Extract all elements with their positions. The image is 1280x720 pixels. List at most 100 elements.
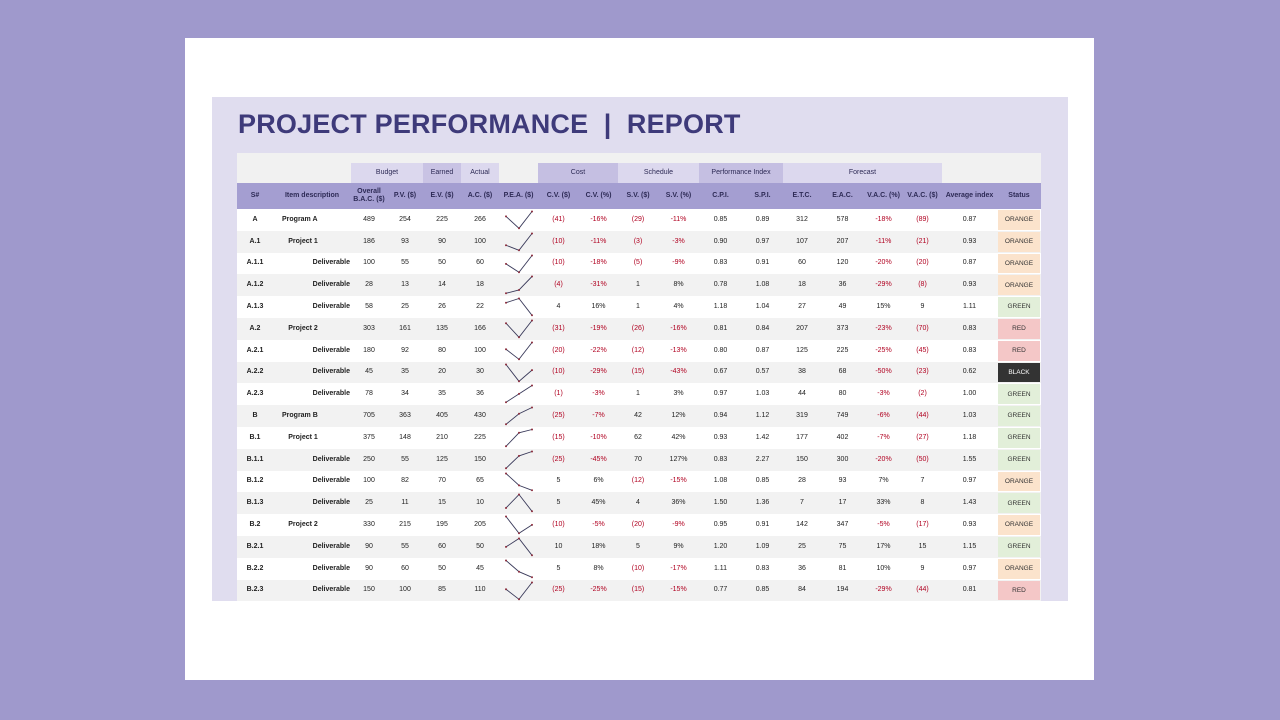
sparkline-point bbox=[518, 537, 520, 540]
sparkline-point bbox=[531, 554, 533, 557]
table-cell: 430 bbox=[474, 412, 486, 420]
table-cell: 1 bbox=[636, 281, 640, 289]
table-cell: 300 bbox=[836, 455, 849, 463]
table-cell: 6% bbox=[593, 477, 604, 485]
table-cell: 0.83 bbox=[962, 346, 977, 354]
table-cell: 0.94 bbox=[713, 412, 728, 420]
table-cell: -20% bbox=[875, 259, 892, 267]
table-cell: 0.80 bbox=[713, 346, 728, 354]
table-cell: (41) bbox=[552, 215, 565, 223]
table-cell: (29) bbox=[631, 215, 645, 223]
table-cell: (50) bbox=[916, 455, 929, 463]
table-cell: (25) bbox=[552, 586, 565, 594]
table-cell: 100 bbox=[399, 586, 411, 594]
column-header: E.A.C. bbox=[832, 191, 853, 199]
table-cell: Project 2 bbox=[288, 324, 318, 332]
table-cell: -43% bbox=[670, 368, 687, 376]
table-cell: 20 bbox=[438, 368, 446, 376]
table-cell: 55 bbox=[401, 542, 409, 550]
table-cell: 18 bbox=[798, 281, 806, 289]
table-cell: 0.93 bbox=[962, 237, 977, 245]
table-cell: (10) bbox=[552, 259, 565, 267]
table-cell: 50 bbox=[438, 259, 446, 267]
table-cell: A.1.3 bbox=[246, 303, 264, 311]
table-cell: 15 bbox=[438, 499, 446, 507]
table-cell: 34 bbox=[401, 390, 409, 398]
sparkline-line bbox=[505, 298, 533, 316]
group-header: Performance Index bbox=[699, 163, 783, 183]
table-cell: Deliverable bbox=[312, 455, 350, 463]
table-cell: 13 bbox=[401, 281, 409, 289]
report-panel: PROJECT PERFORMANCE | REPORT Budget Earne… bbox=[212, 97, 1068, 601]
sparkline-point bbox=[505, 348, 507, 351]
table-cell: 1.03 bbox=[755, 390, 770, 398]
pea-sparkline bbox=[505, 450, 533, 470]
table-cell: Deliverable bbox=[312, 477, 350, 485]
table-cell: 4 bbox=[556, 303, 561, 311]
table-cell: 749 bbox=[836, 412, 849, 420]
table-cell: 10% bbox=[876, 564, 891, 572]
table-cell: 84 bbox=[798, 586, 806, 594]
table-cell: 0.90 bbox=[713, 237, 728, 245]
table-cell: 0.78 bbox=[713, 281, 728, 289]
table-cell: Program A bbox=[282, 215, 318, 223]
table-cell: (25) bbox=[552, 412, 565, 420]
sparkline-point bbox=[518, 431, 520, 434]
table-cell: 0.85 bbox=[713, 215, 728, 223]
table-cell: 30 bbox=[476, 368, 484, 376]
table-cell: -18% bbox=[875, 215, 892, 223]
table-cell: B.1 bbox=[249, 433, 261, 441]
table-cell: -11% bbox=[590, 237, 607, 245]
sparkline-point bbox=[531, 428, 533, 431]
table-row bbox=[237, 383, 1041, 406]
table-cell: (12) bbox=[631, 477, 645, 485]
status-badge: GREEN bbox=[998, 493, 1040, 514]
table-cell: 50 bbox=[438, 564, 446, 572]
table-cell: 0.81 bbox=[713, 324, 728, 332]
table-cell: 25 bbox=[401, 303, 409, 311]
sparkline-point bbox=[518, 493, 520, 496]
table-cell: 0.93 bbox=[962, 521, 977, 529]
table-cell: 330 bbox=[363, 521, 375, 529]
table-cell: 303 bbox=[363, 324, 375, 332]
sparkline-point bbox=[505, 244, 507, 247]
table-cell: 0.93 bbox=[962, 281, 977, 289]
sparkline-line bbox=[505, 211, 533, 229]
sparkline-point bbox=[531, 275, 533, 278]
sparkline-point bbox=[518, 379, 520, 382]
table-cell: 42% bbox=[671, 433, 686, 441]
sparkline-point bbox=[531, 384, 533, 387]
pea-sparkline bbox=[505, 493, 533, 513]
table-cell: 0.84 bbox=[755, 324, 770, 332]
table-cell: 17% bbox=[876, 542, 891, 550]
table-cell: A bbox=[252, 215, 258, 223]
sparkline-point bbox=[531, 406, 533, 409]
status-badge: GREEN bbox=[998, 428, 1040, 448]
sparkline-line bbox=[505, 342, 533, 360]
table-cell: -25% bbox=[875, 346, 892, 354]
table-cell: 7 bbox=[920, 477, 925, 485]
table-cell: -13% bbox=[670, 346, 687, 354]
table-cell: (20) bbox=[916, 259, 929, 267]
pea-sparkline bbox=[505, 363, 533, 382]
sparkline-point bbox=[531, 524, 533, 527]
sparkline-point bbox=[531, 314, 533, 317]
column-header: S# bbox=[250, 191, 260, 199]
pea-sparkline bbox=[505, 341, 533, 361]
sparkline-point bbox=[531, 319, 533, 322]
table-cell: 1.08 bbox=[755, 281, 770, 289]
status-badge: RED bbox=[998, 319, 1040, 339]
status-badge: RED bbox=[998, 340, 1040, 361]
table-cell: 127% bbox=[669, 455, 688, 463]
column-header: S.V. (%) bbox=[665, 191, 692, 199]
table-cell: (17) bbox=[916, 521, 929, 529]
table-cell: 1.11 bbox=[962, 303, 977, 311]
table-cell: 3% bbox=[673, 390, 684, 398]
status-badge: GREEN bbox=[998, 406, 1040, 426]
table-cell: (20) bbox=[631, 521, 645, 529]
status-badge: ORANGE bbox=[998, 515, 1040, 535]
table-cell: 0.95 bbox=[713, 521, 728, 529]
table-cell: 319 bbox=[796, 412, 808, 420]
sparkline-line bbox=[505, 363, 533, 382]
table-cell: 90 bbox=[365, 564, 373, 572]
